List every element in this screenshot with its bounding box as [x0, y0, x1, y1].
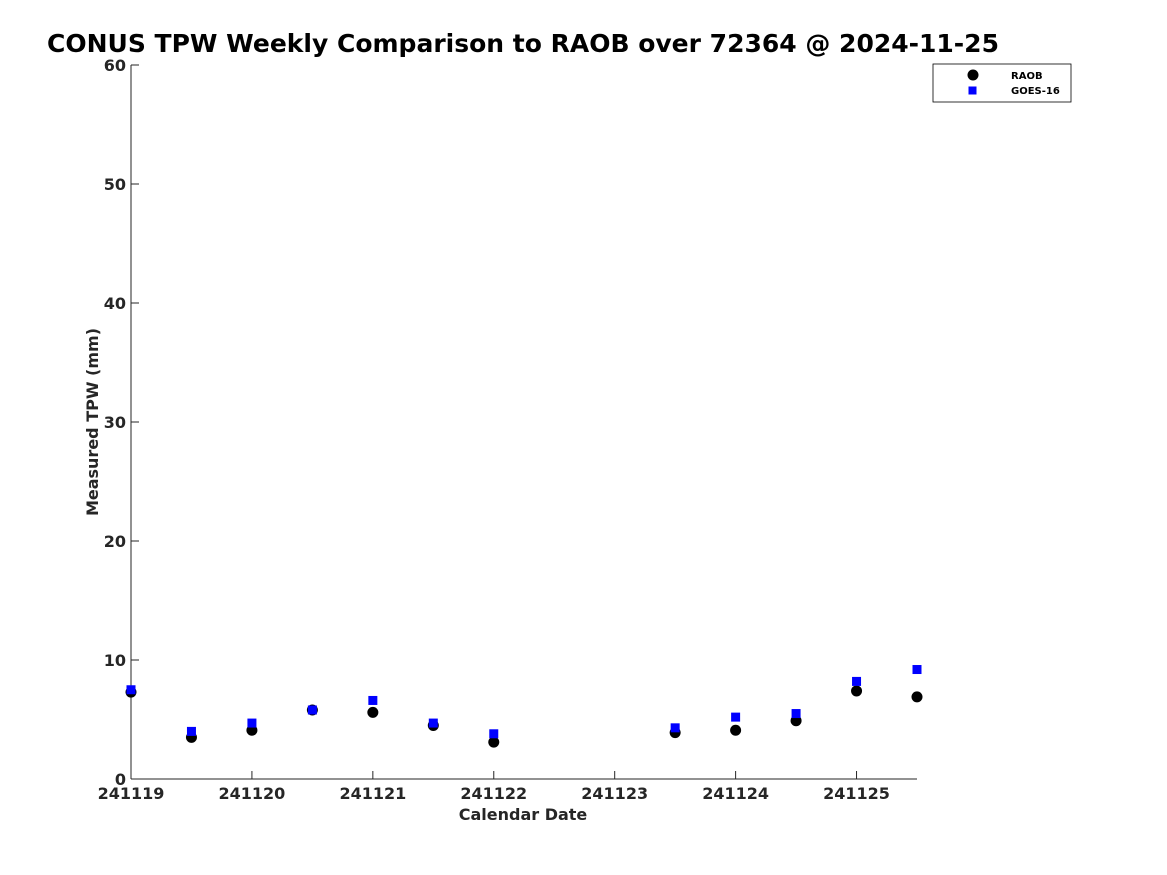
legend-marker-goes16	[968, 86, 977, 95]
y-tick-label: 0	[115, 770, 126, 789]
x-tick-label: 241122	[460, 784, 527, 803]
data-point-goes16	[731, 712, 741, 722]
data-point-goes16	[368, 695, 378, 705]
series-layer	[125, 665, 923, 748]
y-tick-label: 40	[104, 294, 126, 313]
x-tick-label: 241121	[339, 784, 406, 803]
y-tick-label: 10	[104, 651, 126, 670]
plot-area	[130, 65, 917, 780]
data-point-raob	[911, 691, 923, 703]
legend-box	[932, 63, 1072, 103]
x-tick-label: 241120	[219, 784, 286, 803]
legend-label-goes16: GOES-16	[1011, 86, 1060, 97]
x-axis-ticks: 241119 241120 241121 241122 241123 241124 2411…	[98, 771, 890, 803]
series-raob	[125, 685, 923, 748]
x-tick-label: 241125	[823, 784, 890, 803]
y-tick-label: 30	[104, 413, 126, 432]
y-axis-ticks: 0 10 20 30 40 50 60	[104, 56, 139, 789]
data-point-goes16	[428, 718, 438, 728]
chart-title: CONUS TPW Weekly Comparison to RAOB over…	[47, 29, 999, 58]
data-point-goes16	[186, 726, 196, 736]
data-point-raob	[851, 685, 863, 697]
data-point-raob	[488, 736, 500, 748]
legend-marker-raob	[967, 69, 979, 81]
data-point-goes16	[307, 705, 317, 715]
data-point-goes16	[126, 685, 136, 695]
y-tick-label: 50	[104, 175, 126, 194]
x-tick-label: 241119	[98, 784, 165, 803]
legend: RAOB GOES-16	[932, 63, 1072, 103]
data-point-raob	[367, 706, 379, 718]
data-point-goes16	[852, 676, 862, 686]
y-tick-label: 60	[104, 56, 126, 75]
data-point-goes16	[489, 729, 499, 739]
data-point-goes16	[791, 709, 801, 719]
data-point-raob	[730, 724, 742, 736]
data-point-goes16	[247, 718, 257, 728]
x-axis-label: Calendar Date	[459, 805, 588, 824]
legend-label-raob: RAOB	[1011, 71, 1043, 82]
data-point-goes16	[670, 723, 680, 733]
data-point-goes16	[912, 665, 922, 675]
x-tick-label: 241123	[581, 784, 648, 803]
series-goes-16	[126, 665, 922, 739]
x-tick-label: 241124	[702, 784, 769, 803]
y-tick-label: 20	[104, 532, 126, 551]
y-axis-label: Measured TPW (mm)	[83, 328, 102, 516]
